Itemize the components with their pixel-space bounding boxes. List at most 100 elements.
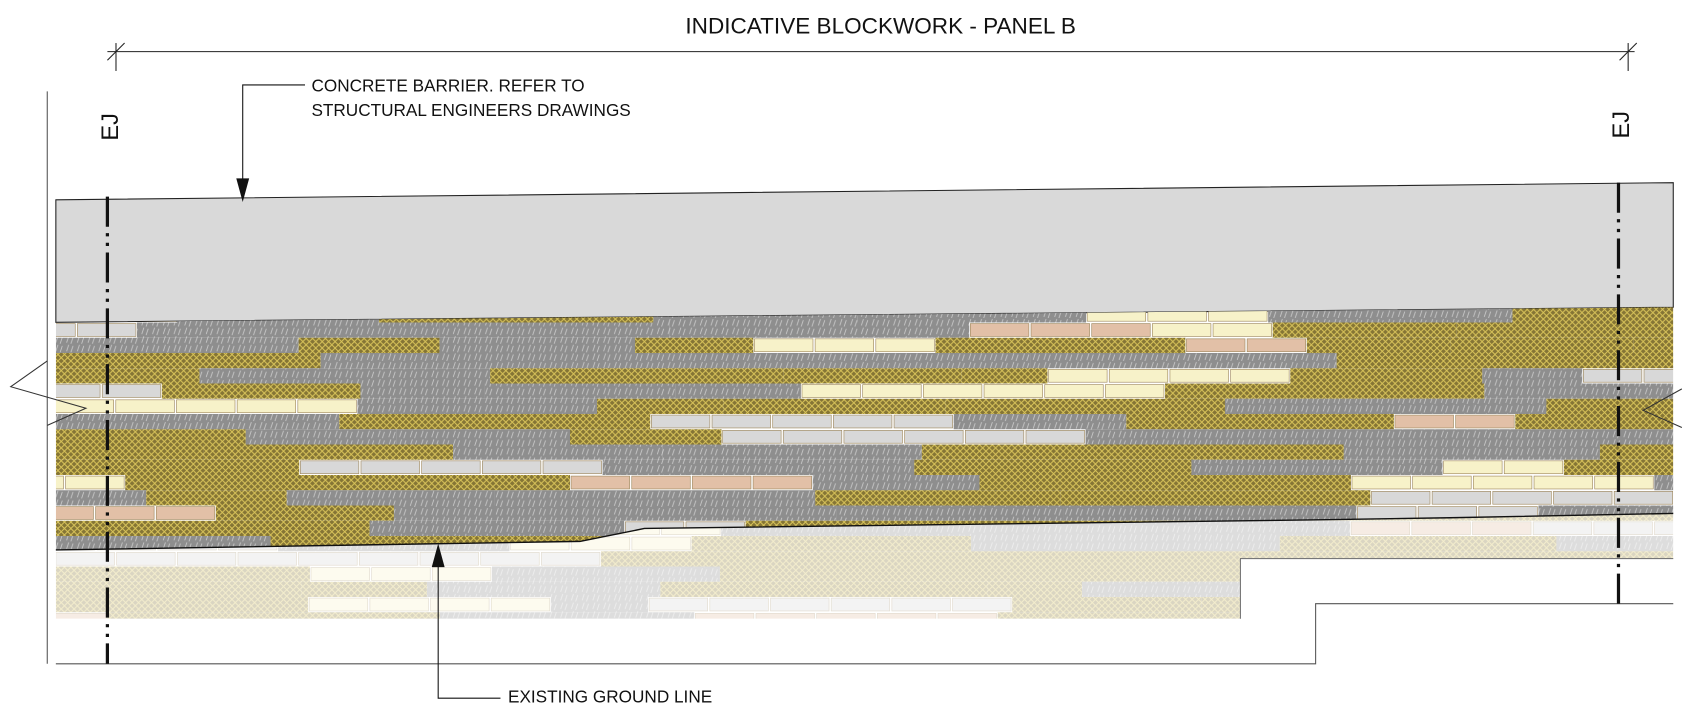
gold-course bbox=[0, 521, 59, 536]
grey-course bbox=[1082, 582, 1323, 597]
block bbox=[692, 476, 751, 489]
gold-course bbox=[1633, 338, 1684, 353]
grey-course bbox=[1225, 399, 1473, 414]
gold-course bbox=[720, 567, 817, 582]
grey-course bbox=[1482, 368, 1582, 383]
grey-course bbox=[287, 490, 495, 505]
grey-course bbox=[813, 475, 980, 490]
joint-label: EJ bbox=[1609, 111, 1635, 139]
gold-course bbox=[1280, 536, 1557, 551]
grey-course bbox=[485, 383, 676, 398]
grey-course bbox=[835, 353, 1030, 368]
block bbox=[238, 552, 297, 565]
gold-course bbox=[692, 536, 972, 551]
gold-course bbox=[1674, 490, 1684, 505]
gold-course bbox=[979, 475, 1061, 490]
gold-course bbox=[815, 490, 995, 505]
gold-course bbox=[1290, 368, 1482, 383]
block bbox=[754, 339, 813, 352]
block bbox=[1456, 415, 1515, 428]
gold-course bbox=[339, 414, 650, 429]
gold-course bbox=[101, 597, 308, 612]
drawing: INDICATIVE BLOCKWORK - PANEL B EJ EJ CON… bbox=[0, 0, 1684, 709]
gold-course bbox=[1600, 444, 1684, 459]
gold-course bbox=[28, 597, 101, 612]
block bbox=[905, 430, 964, 443]
block bbox=[431, 598, 490, 611]
block bbox=[1412, 522, 1471, 535]
grey-course bbox=[1441, 597, 1626, 612]
gold-course bbox=[570, 429, 721, 444]
block bbox=[420, 552, 479, 565]
block bbox=[1170, 369, 1229, 382]
block bbox=[48, 613, 107, 626]
gold-course bbox=[1546, 399, 1684, 414]
block bbox=[876, 339, 935, 352]
block bbox=[42, 385, 101, 398]
block bbox=[833, 415, 892, 428]
block bbox=[783, 430, 842, 443]
grey-course bbox=[1214, 536, 1280, 551]
grey-course bbox=[357, 399, 597, 414]
block bbox=[1473, 476, 1532, 489]
grey-course bbox=[662, 444, 922, 459]
grey-course bbox=[45, 414, 340, 429]
block bbox=[432, 568, 491, 581]
block bbox=[361, 461, 420, 474]
gold-course bbox=[987, 582, 1082, 597]
grey-course bbox=[1484, 383, 1684, 398]
gold-course bbox=[1201, 597, 1307, 612]
block bbox=[66, 476, 125, 489]
block bbox=[299, 552, 358, 565]
gold-course bbox=[1126, 414, 1394, 429]
grey-course bbox=[199, 368, 490, 383]
grey-course bbox=[1393, 429, 1684, 444]
grey-course bbox=[427, 582, 660, 597]
grey-course bbox=[1344, 444, 1461, 459]
block bbox=[1504, 461, 1563, 474]
gold-course bbox=[1324, 612, 1527, 627]
block bbox=[1614, 491, 1673, 504]
block bbox=[710, 598, 769, 611]
block bbox=[1247, 339, 1306, 352]
gold-course bbox=[1526, 612, 1609, 627]
block bbox=[1594, 583, 1653, 596]
concrete-barrier bbox=[56, 183, 1673, 323]
block bbox=[756, 613, 815, 626]
gold-course bbox=[296, 383, 361, 398]
block bbox=[422, 461, 481, 474]
block bbox=[372, 568, 431, 581]
block bbox=[1049, 369, 1108, 382]
block bbox=[1432, 491, 1491, 504]
block bbox=[953, 598, 1012, 611]
block bbox=[877, 613, 936, 626]
gold-course bbox=[1271, 597, 1351, 612]
gold-course bbox=[1061, 475, 1351, 490]
grey-course bbox=[1461, 444, 1600, 459]
grey-course bbox=[675, 383, 801, 398]
gold-course bbox=[817, 567, 894, 582]
block bbox=[370, 598, 429, 611]
gold-course bbox=[961, 368, 1047, 383]
grey-course bbox=[492, 567, 720, 582]
block bbox=[1473, 522, 1532, 535]
gold-course bbox=[19, 460, 299, 475]
block bbox=[923, 385, 982, 398]
gold-course bbox=[724, 399, 946, 414]
grey-course bbox=[1341, 582, 1593, 597]
block bbox=[651, 415, 710, 428]
block bbox=[771, 598, 830, 611]
block bbox=[96, 507, 155, 520]
block bbox=[1352, 476, 1411, 489]
grey-course bbox=[370, 521, 625, 536]
gold-course bbox=[998, 612, 1212, 627]
gold-course bbox=[635, 338, 753, 353]
step-outline bbox=[1240, 559, 1673, 619]
grey-course bbox=[586, 506, 836, 521]
block bbox=[1105, 385, 1164, 398]
grey-course bbox=[1593, 597, 1684, 612]
gold-course bbox=[490, 368, 783, 383]
gold-course bbox=[204, 444, 453, 459]
block bbox=[1357, 507, 1416, 520]
grey-course bbox=[1185, 429, 1393, 444]
